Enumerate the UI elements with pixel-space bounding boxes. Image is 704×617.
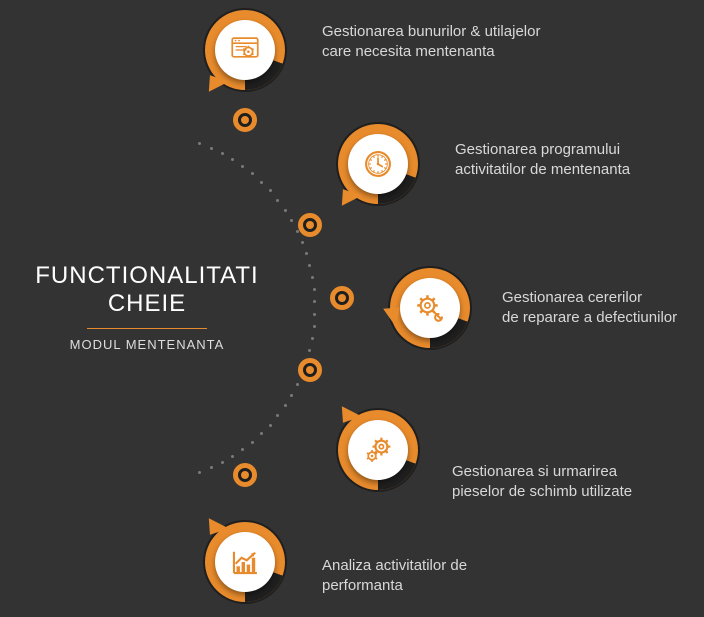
arc-dot xyxy=(269,424,272,427)
arc-dot xyxy=(313,313,316,316)
arc-dot xyxy=(276,199,279,202)
arc-dot xyxy=(305,252,308,255)
feature-spare-parts xyxy=(336,408,420,492)
arc-dot xyxy=(296,383,299,386)
arc-dot xyxy=(221,461,224,464)
arc-dot xyxy=(251,172,254,175)
performance-label-line1: Analiza activitatilor de xyxy=(322,556,467,576)
arc-dot xyxy=(313,325,316,328)
arc-dot xyxy=(284,209,287,212)
center-block: FUNCTIONALITATI CHEIE MODUL MENTENANTA xyxy=(22,262,272,352)
arc-dot xyxy=(308,349,311,352)
schedule-mgmt-icon-holder xyxy=(348,134,408,194)
asset-mgmt-icon-holder xyxy=(215,20,275,80)
bubble-tail xyxy=(380,305,399,327)
arc-dot xyxy=(241,448,244,451)
center-subtitle: MODUL MENTENANTA xyxy=(22,337,272,352)
feature-performance xyxy=(203,520,287,604)
connector-ring xyxy=(330,286,354,310)
arc-dot xyxy=(313,300,316,303)
arc-dot xyxy=(221,152,224,155)
arc-dot xyxy=(210,466,213,469)
arc-dot xyxy=(276,414,279,417)
spare-parts-icon-holder xyxy=(348,420,408,480)
asset-mgmt-label-line1: Gestionarea bunurilor & utilajelor xyxy=(322,22,540,42)
schedule-mgmt-label-line1: Gestionarea programului xyxy=(455,140,630,160)
connector-ring xyxy=(298,358,322,382)
spare-parts-label: Gestionarea si urmarireapieselor de schi… xyxy=(452,462,632,503)
arc-dot xyxy=(301,241,304,244)
arc-dot xyxy=(231,455,234,458)
arc-dot xyxy=(284,404,287,407)
arc-dot xyxy=(308,264,311,267)
repair-requests-label-line1: Gestionarea cererilor xyxy=(502,288,677,308)
infographic-stage: FUNCTIONALITATI CHEIE MODUL MENTENANTA G… xyxy=(0,0,704,617)
spare-parts-label-line1: Gestionarea si urmarirea xyxy=(452,462,632,482)
repair-requests-icon-holder xyxy=(400,278,460,338)
arc-dot xyxy=(210,147,213,150)
arc-dot xyxy=(251,441,254,444)
arc-dot xyxy=(241,165,244,168)
schedule-mgmt-label: Gestionarea programuluiactivitatilor de … xyxy=(455,140,630,181)
gear-wrench-icon xyxy=(413,291,447,325)
arc-dot xyxy=(290,394,293,397)
arc-dot xyxy=(269,189,272,192)
asset-mgmt-label-line2: care necesita mentenanta xyxy=(322,42,540,62)
browser-gear-icon xyxy=(228,33,262,67)
center-title-line1: FUNCTIONALITATI xyxy=(22,262,272,290)
performance-label: Analiza activitatilor deperformanta xyxy=(322,556,467,597)
arc-dot xyxy=(311,276,314,279)
connector-ring xyxy=(298,213,322,237)
arc-dot xyxy=(231,158,234,161)
arc-dot xyxy=(290,219,293,222)
center-title-line2: CHEIE xyxy=(22,290,272,318)
arc-dot xyxy=(198,142,201,145)
feature-schedule-mgmt xyxy=(336,122,420,206)
chart-up-icon xyxy=(228,545,262,579)
spare-parts-label-line2: pieselor de schimb utilizate xyxy=(452,482,632,502)
arc-dot xyxy=(260,181,263,184)
gears-icon xyxy=(361,433,395,467)
arc-dot xyxy=(313,288,316,291)
schedule-mgmt-label-line2: activitatilor de mentenanta xyxy=(455,160,630,180)
arc-dot xyxy=(311,337,314,340)
connector-ring xyxy=(233,108,257,132)
connector-ring xyxy=(233,463,257,487)
feature-repair-requests xyxy=(388,266,472,350)
feature-asset-mgmt xyxy=(203,8,287,92)
clock-icon xyxy=(361,147,395,181)
repair-requests-label-line2: de reparare a defectiunilor xyxy=(502,308,677,328)
center-divider xyxy=(87,328,207,329)
repair-requests-label: Gestionarea cererilorde reparare a defec… xyxy=(502,288,677,329)
arc-dot xyxy=(260,432,263,435)
performance-icon-holder xyxy=(215,532,275,592)
performance-label-line2: performanta xyxy=(322,576,467,596)
arc-dot xyxy=(198,471,201,474)
asset-mgmt-label: Gestionarea bunurilor & utilajelorcare n… xyxy=(322,22,540,63)
